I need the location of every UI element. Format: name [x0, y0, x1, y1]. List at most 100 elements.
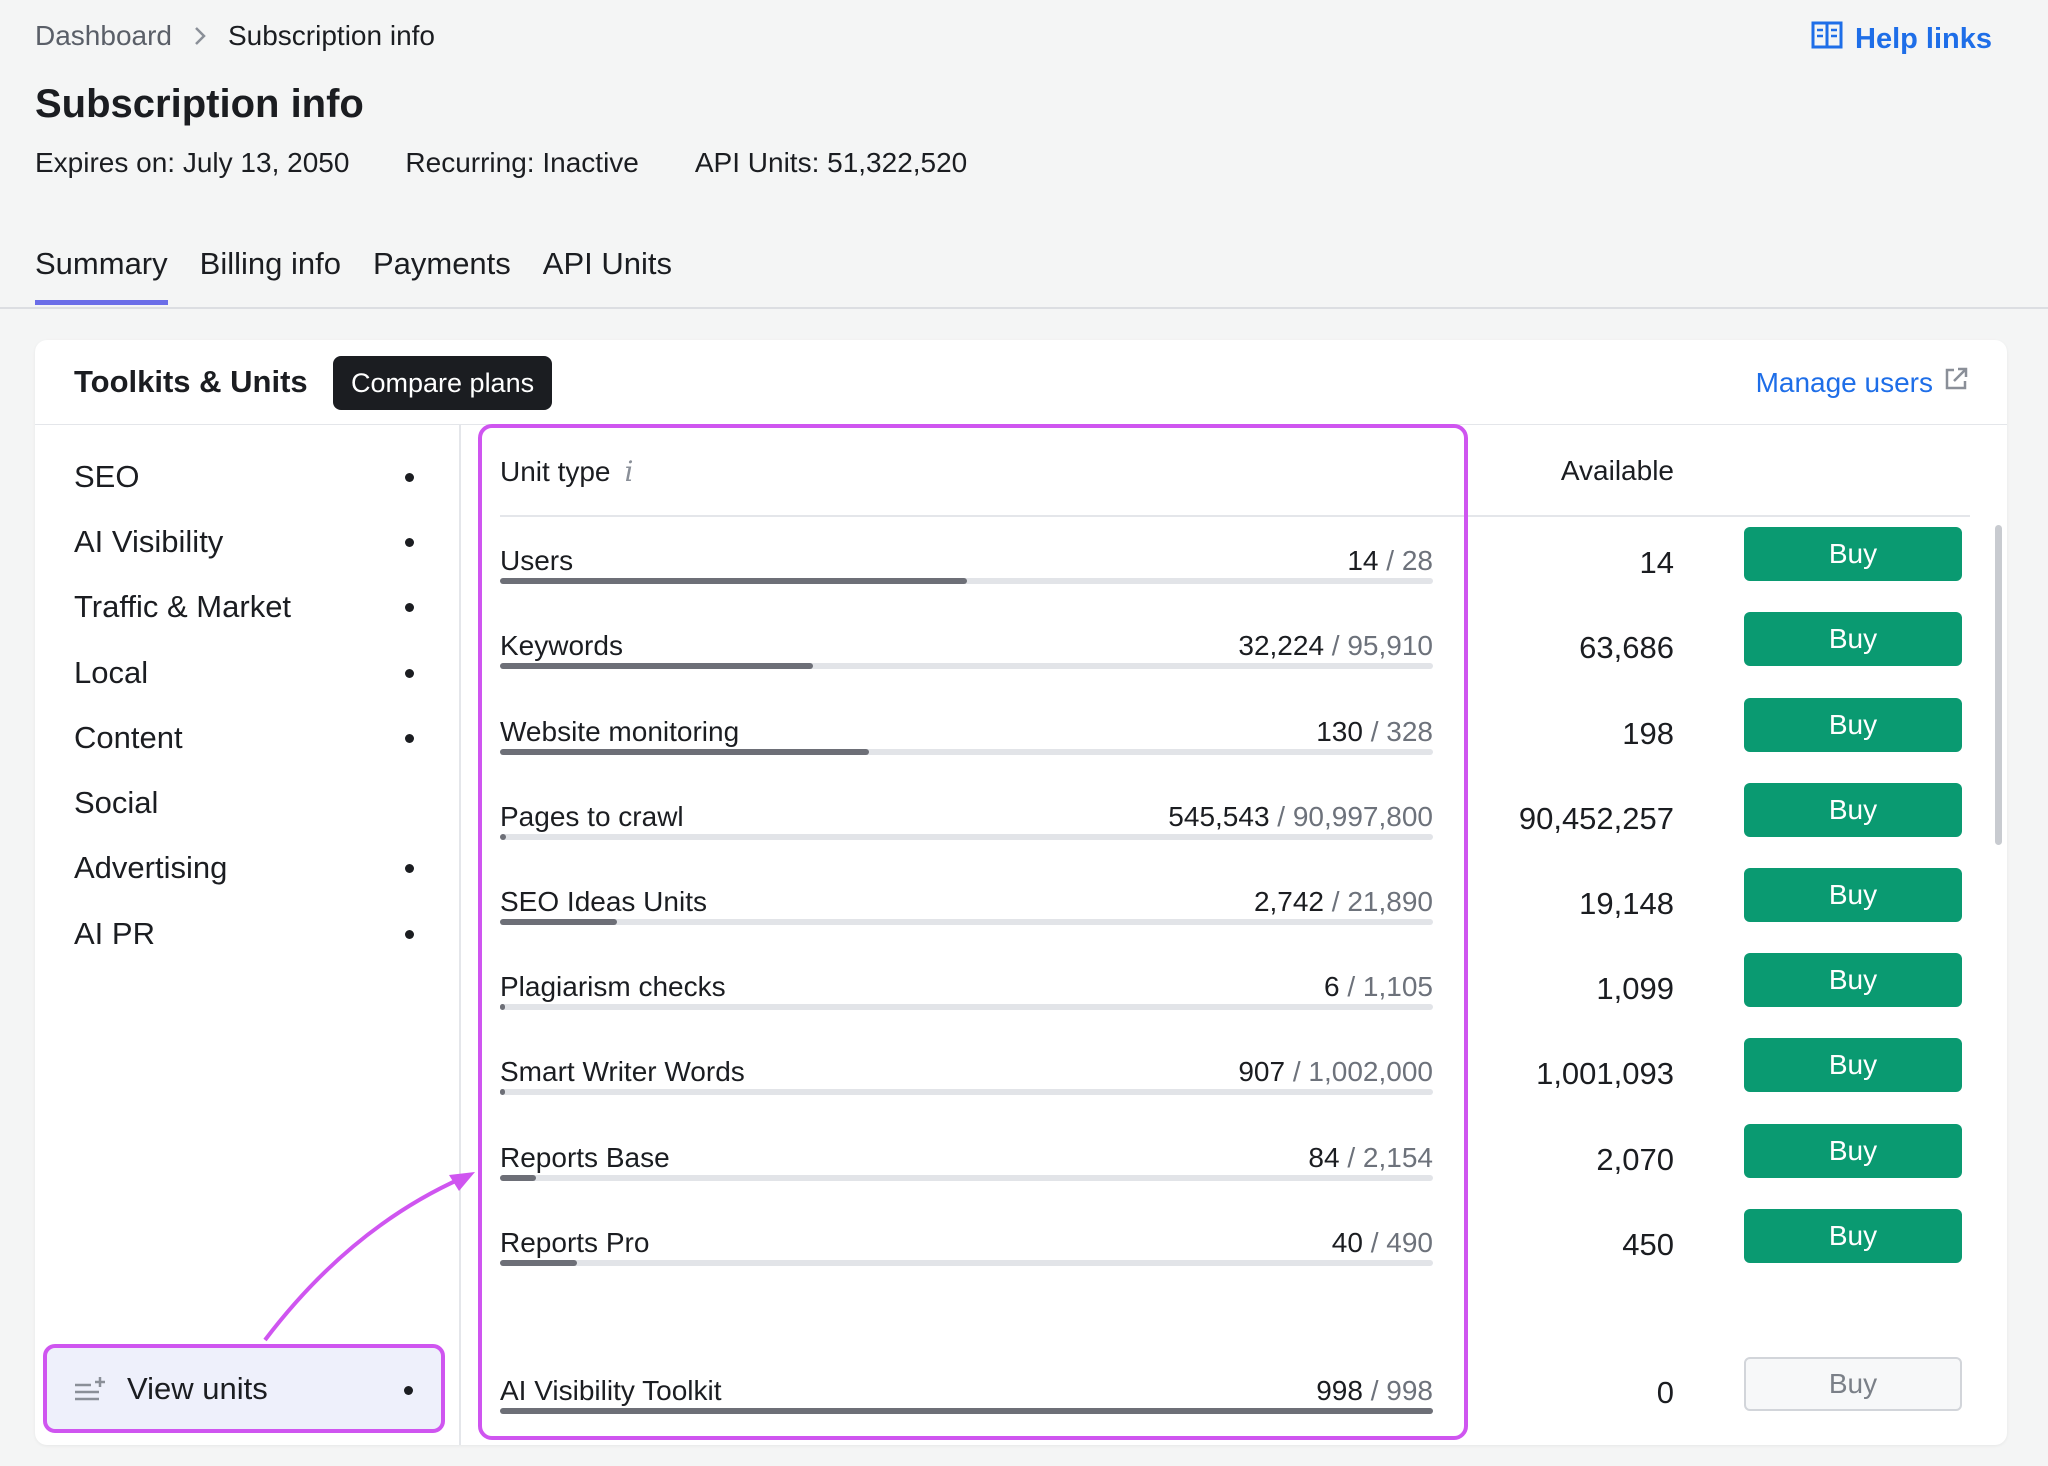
- tab-summary[interactable]: Summary: [35, 246, 168, 305]
- unit-type-header: Unit type i: [500, 455, 633, 488]
- status-dot: [405, 537, 414, 547]
- usage-bar-fill: [500, 919, 617, 925]
- sidebar-item-social[interactable]: Social: [74, 785, 414, 821]
- header-divider: [500, 515, 1970, 517]
- usage-separator: /: [1362, 1375, 1387, 1406]
- unit-usage: 907 / 1,002,000: [1238, 1056, 1433, 1088]
- unit-label: Reports Base: [500, 1142, 670, 1173]
- buy-button[interactable]: Buy: [1744, 1038, 1962, 1092]
- unit-available: 63,686: [1579, 630, 1674, 665]
- usage-separator: /: [1324, 886, 1348, 917]
- unit-label: Reports Pro: [500, 1227, 650, 1258]
- unit-available: 1,099: [1596, 971, 1674, 1006]
- usage-separator: /: [1339, 1142, 1363, 1173]
- unit-available: 14: [1639, 545, 1674, 580]
- unit-used: 14: [1347, 545, 1379, 576]
- unit-total: 95,910: [1347, 630, 1433, 661]
- unit-usage: 2,742 / 21,890: [1254, 886, 1433, 918]
- unit-available: 450: [1622, 1227, 1674, 1262]
- unit-label: SEO Ideas Units: [500, 886, 707, 917]
- buy-button[interactable]: Buy: [1744, 868, 1962, 922]
- external-link-icon: [1943, 366, 1969, 399]
- status-dot: [405, 929, 414, 939]
- unit-available: 90,452,257: [1518, 801, 1674, 836]
- unit-used: 32,224: [1238, 630, 1325, 661]
- unit-available: 0: [1656, 1375, 1674, 1410]
- buy-button[interactable]: Buy: [1744, 1209, 1962, 1263]
- table-row: SEO Ideas Units 2,742 / 21,890 19,148 Buy: [500, 868, 1962, 946]
- available-header: Available: [1560, 455, 1674, 486]
- status-dot: [405, 472, 414, 482]
- sidebar-item-ai-pr[interactable]: AI PR: [74, 916, 414, 952]
- table-row: Plagiarism checks 6 / 1,105 1,099 Buy: [500, 953, 1962, 1031]
- table-row: Reports Base 84 / 2,154 2,070 Buy: [500, 1124, 1962, 1202]
- buy-button[interactable]: Buy: [1744, 612, 1962, 666]
- unit-used: 907: [1238, 1056, 1286, 1087]
- buy-button[interactable]: Buy: [1744, 783, 1962, 837]
- compare-plans-button[interactable]: Compare plans: [333, 356, 553, 410]
- sidebar-item-traffic-market[interactable]: Traffic & Market: [74, 589, 414, 625]
- buy-button[interactable]: Buy: [1744, 1357, 1962, 1411]
- unit-total: 1,002,000: [1308, 1056, 1433, 1087]
- manage-users-link[interactable]: Manage users: [1756, 366, 1969, 399]
- table-row: Website monitoring 130 / 328 198 Buy: [500, 698, 1962, 776]
- status-dot: [404, 1386, 413, 1395]
- table-row: Users 14 / 28 14 Buy: [500, 527, 1962, 605]
- sidebar-item-local[interactable]: Local: [74, 655, 414, 691]
- sidebar-item-label: SEO: [74, 459, 140, 494]
- page-title: Subscription info: [35, 82, 364, 126]
- tab-bar: Summary Billing info Payments API Units: [35, 246, 672, 305]
- usage-separator: /: [1362, 716, 1387, 747]
- status-dot: [405, 733, 414, 743]
- buy-button[interactable]: Buy: [1744, 953, 1962, 1007]
- unit-total: 490: [1386, 1227, 1433, 1258]
- sidebar-item-seo[interactable]: SEO: [74, 459, 414, 495]
- usage-bar: [500, 1408, 1433, 1414]
- sidebar-item-content[interactable]: Content: [74, 720, 414, 756]
- api-units-text: API Units: 51,322,520: [694, 147, 968, 178]
- buy-button[interactable]: Buy: [1744, 1124, 1962, 1178]
- breadcrumb-dashboard-link[interactable]: Dashboard: [35, 20, 172, 51]
- unit-total: 90,997,800: [1292, 801, 1433, 832]
- unit-used: 2,742: [1253, 886, 1325, 917]
- usage-bar: [500, 1175, 1433, 1181]
- manage-users-label: Manage users: [1755, 366, 1933, 398]
- info-icon[interactable]: i: [624, 455, 634, 488]
- table-row: Reports Pro 40 / 490 450 Buy: [500, 1209, 1962, 1287]
- expires-text: Expires on: July 13, 2050: [35, 147, 350, 178]
- tab-billing-info[interactable]: Billing info: [199, 246, 341, 281]
- sidebar-item-label: Social: [74, 785, 159, 820]
- buy-button[interactable]: Buy: [1744, 527, 1962, 581]
- unit-used: 130: [1316, 716, 1363, 747]
- usage-bar-fill: [500, 578, 967, 584]
- sidebar-item-ai-visibility[interactable]: AI Visibility: [74, 524, 414, 560]
- unit-used: 998: [1316, 1375, 1363, 1406]
- scrollbar[interactable]: [1995, 525, 2002, 845]
- book-icon: [1811, 20, 1843, 58]
- usage-bar-fill: [500, 663, 814, 669]
- recurring-text: Recurring: Inactive: [405, 147, 639, 178]
- tabs-divider: [0, 307, 2048, 309]
- unit-label: AI Visibility Toolkit: [500, 1375, 722, 1406]
- help-links-link[interactable]: Help links: [1811, 20, 1992, 58]
- tab-payments[interactable]: Payments: [372, 246, 511, 281]
- usage-separator: /: [1362, 1227, 1387, 1258]
- usage-bar-fill: [500, 1260, 577, 1266]
- usage-bar: [500, 749, 1433, 755]
- sidebar-item-label: Advertising: [74, 850, 228, 885]
- tab-api-units[interactable]: API Units: [542, 246, 673, 281]
- unit-total: 1,105: [1362, 971, 1433, 1002]
- unit-label: Plagiarism checks: [500, 971, 726, 1002]
- usage-bar: [500, 1260, 1433, 1266]
- unit-usage: 6 / 1,105: [1324, 971, 1433, 1003]
- unit-usage: 545,543 / 90,997,800: [1168, 801, 1433, 833]
- sidebar-item-advertising[interactable]: Advertising: [74, 850, 414, 886]
- usage-bar: [500, 919, 1433, 925]
- sidebar-item-label: AI Visibility: [74, 524, 224, 559]
- chevron-right-icon: [194, 26, 206, 46]
- usage-separator: /: [1285, 1056, 1309, 1087]
- sidebar-item-label: Traffic & Market: [74, 589, 292, 624]
- view-units-button[interactable]: View units: [43, 1344, 445, 1433]
- unit-usage: 32,224 / 95,910: [1238, 630, 1433, 662]
- buy-button[interactable]: Buy: [1744, 698, 1962, 752]
